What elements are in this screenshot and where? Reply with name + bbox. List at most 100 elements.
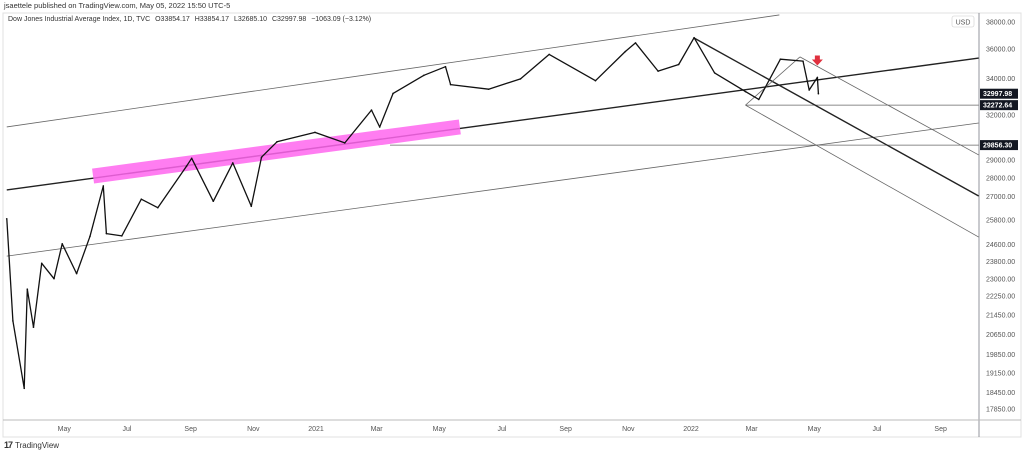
price-point [444,65,447,68]
price-series-layer [5,36,823,390]
price-tick-label: 28000.00 [986,176,1015,183]
price-point [758,98,760,101]
price-point [250,205,253,208]
price-tick-label: 38000.00 [986,20,1015,27]
price-point [634,42,637,44]
time-tick-label: Mar [746,426,759,433]
price-tags: 32997.98 32272.64 29856.30 [980,88,1018,151]
trendline [745,104,979,238]
trendline [6,14,780,128]
brand-name[interactable]: TradingView [15,440,60,450]
price-point [802,60,804,62]
price-point [23,387,26,390]
price-point [392,92,394,95]
price-tick-label: 29000.00 [986,158,1015,165]
price-point [370,109,373,111]
price-tick-label: 18450.00 [986,390,1015,397]
price-point [212,200,215,203]
price-tick-label: 21450.00 [986,312,1015,319]
price-point [260,156,263,159]
price-point [657,70,659,72]
price-point [449,83,452,86]
price-point [26,288,29,290]
price-tick-label: 36000.00 [986,47,1015,54]
symbol-legend: Dow Jones Industrial Average Index, 1D, … [8,16,374,23]
price-point [276,141,278,143]
price-axis[interactable]: 38000.00 36000.00 34000.00 32000.00 29000.00… [986,20,1015,414]
price-tick-label: 23000.00 [986,277,1015,284]
time-tick-label: May [808,426,822,433]
time-tick-label: Mar [371,426,384,433]
price-point [816,76,819,79]
highlight-band [92,119,461,184]
time-tick-label: Sep [934,426,947,433]
time-tick-label: Nov [622,426,635,433]
price-tag-label: 29856.30 [983,143,1012,150]
time-tick-label: 2021 [308,426,324,433]
time-tick-label: Jul [872,426,881,433]
price-point [744,90,747,93]
ohlc-open: O33854.17 [155,16,190,23]
price-point [343,142,346,144]
price-point [40,262,43,265]
price-point [779,58,782,60]
price-tag-label: 32272.64 [983,103,1012,110]
price-tick-label: 19850.00 [986,352,1015,359]
price-tick-label: 23800.00 [986,259,1015,266]
time-tick-label: 2022 [683,426,699,433]
price-point [185,165,188,167]
price-point [487,88,490,90]
price-point [102,185,105,187]
time-tick-label: Jul [497,426,506,433]
price-point [12,320,14,322]
time-tick-label: Nov [247,426,260,433]
ohlc-close: C32997.98 [271,16,307,23]
price-tick-label: 17850.00 [986,407,1015,414]
price-tag-box [980,140,1018,151]
price-point [519,78,522,80]
price-point [75,272,78,275]
price-point [140,198,143,201]
arrow-down-icon [811,55,823,66]
price-tag-box [980,88,1018,99]
trendline [799,56,979,156]
currency-label: USD [956,20,971,27]
price-point [156,206,159,209]
ohlc-low: L32685.10 [233,16,268,23]
price-point [808,89,810,91]
price-point [314,131,316,134]
price-line [6,37,820,389]
time-axis[interactable]: May Jul Sep Nov 2021 Mar May Jul Sep Nov 2022 Mar Ma… [58,426,947,433]
price-point [5,217,8,220]
price-point [32,326,35,328]
price-point [817,92,820,95]
price-tag-box [980,100,1018,111]
price-tick-label: 24600.00 [986,242,1015,249]
trendline [6,122,979,257]
price-point [693,36,695,39]
price-point [121,235,123,237]
ohlc-change: −1063.09 (−3.12%) [311,16,372,23]
price-point [231,162,234,164]
price-point [624,50,627,53]
time-tick-label: Sep [184,426,197,433]
tradingview-logo-icon: 17 [4,440,13,450]
price-point [105,232,108,235]
price-point [713,72,716,74]
price-point [423,74,425,77]
time-tick-label: May [58,426,72,433]
trendline [693,37,979,197]
price-tick-label: 20650.00 [986,332,1015,339]
footer: 17 TradingView [4,440,59,450]
price-tag-label: 32997.98 [983,91,1012,98]
symbol-name: Dow Jones Industrial Average Index, 1D, … [8,16,151,23]
time-tick-label: Sep [559,426,572,433]
chart-frame [2,12,1022,438]
price-point [677,63,680,66]
price-point [548,53,551,56]
price-point [61,243,64,245]
ohlc-high: H33854.17 [194,16,229,23]
price-point [378,126,381,128]
price-tick-label: 34000.00 [986,76,1015,83]
